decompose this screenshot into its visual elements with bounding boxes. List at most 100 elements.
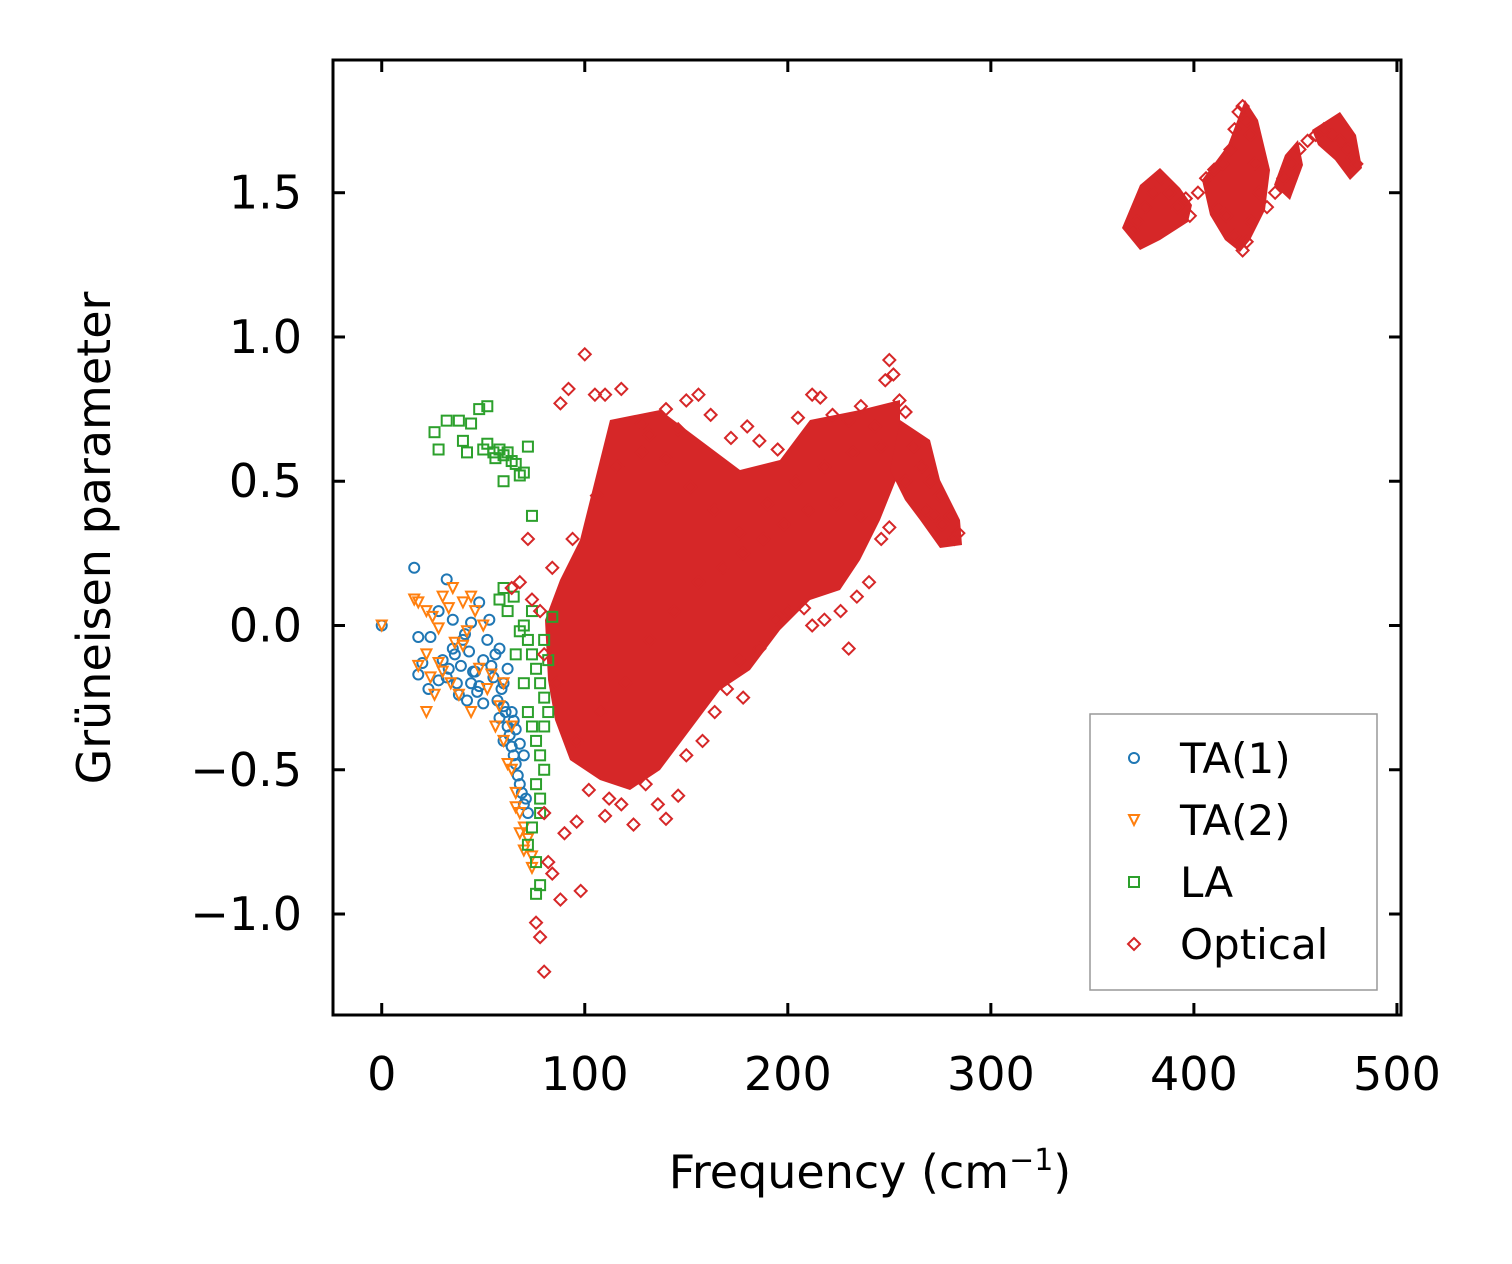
x-tick-label: 100 (541, 1047, 629, 1101)
point-optical (1227, 228, 1242, 244)
point-optical (613, 796, 629, 812)
point-optical (642, 632, 658, 648)
point-optical (735, 545, 751, 561)
point-la (509, 648, 522, 661)
point-la (542, 706, 555, 719)
point-optical (703, 407, 719, 423)
point-optical (1182, 208, 1198, 224)
point-ta-1 (481, 633, 494, 646)
point-ta-1 (446, 613, 459, 626)
x-axis-label: Frequency (cm−1) (669, 1143, 1072, 1199)
point-optical (1344, 150, 1360, 166)
point-la (461, 446, 474, 459)
point-la (534, 677, 547, 690)
point-ta-2 (436, 665, 450, 679)
point-optical (691, 574, 706, 590)
point-optical (695, 733, 710, 749)
point-optical (504, 580, 520, 596)
point-la (530, 662, 543, 675)
point-la (497, 475, 510, 488)
point-ta-2 (509, 786, 523, 801)
point-optical (867, 419, 883, 434)
point-optical (593, 704, 609, 720)
point-la (538, 763, 551, 776)
point-optical (691, 387, 706, 403)
point-ta-1 (513, 737, 526, 750)
point-la (501, 605, 514, 618)
point-la (538, 691, 551, 704)
point-optical (682, 479, 698, 495)
point-optical (707, 502, 723, 518)
x-axis-label-superscript: −1 (1009, 1143, 1053, 1178)
legend-item-ta-2: TA(2) (1127, 796, 1291, 845)
point-la (534, 807, 547, 820)
point-optical (926, 508, 942, 524)
point-ta-2 (427, 688, 442, 702)
point-ta-2 (411, 659, 425, 674)
point-ta-2 (456, 596, 470, 610)
point-ta-2 (411, 596, 425, 610)
point-optical (1137, 199, 1153, 215)
point-optical (573, 883, 589, 899)
optical-cloud-high-2 (1202, 100, 1270, 252)
point-optical (1178, 191, 1194, 206)
point-optical (833, 603, 849, 619)
point-la (517, 677, 530, 690)
point-optical (597, 387, 613, 403)
point-optical (532, 929, 548, 945)
legend-label-ta-2: TA(2) (1179, 796, 1291, 845)
legend: TA(1) TA(2) LA Optical (1089, 713, 1378, 991)
y-tick-label: 0.0 (229, 598, 302, 652)
y-tick-label: 1.5 (229, 166, 302, 220)
point-optical (587, 387, 603, 403)
point-optical (512, 574, 528, 590)
point-optical (873, 531, 889, 547)
point-optical (544, 560, 560, 576)
point-optical (532, 603, 548, 619)
point-optical (841, 641, 857, 656)
point-optical (707, 704, 723, 720)
series-ta-2 (375, 581, 539, 876)
point-optical (1243, 127, 1259, 143)
point-optical (776, 517, 792, 532)
point-optical (853, 508, 869, 524)
point-optical (569, 733, 585, 749)
point-optical (906, 439, 922, 455)
point-ta-2 (407, 593, 421, 607)
point-optical (1206, 162, 1222, 178)
point-ta-2 (452, 688, 466, 702)
point-optical (1247, 156, 1263, 172)
x-tick-label: 200 (744, 1047, 832, 1101)
x-axis-label-main: Frequency (cm (669, 1145, 1009, 1199)
point-la (530, 778, 543, 791)
point-optical (536, 646, 552, 662)
point-optical (918, 502, 934, 518)
x-tick-label: 500 (1353, 1047, 1441, 1101)
point-optical (731, 652, 747, 668)
optical-cloud-main (545, 400, 900, 790)
legend-label-la: LA (1180, 858, 1233, 907)
point-optical (678, 747, 694, 763)
point-optical (861, 574, 877, 590)
point-ta-1 (471, 685, 484, 698)
point-ta-2 (464, 590, 478, 604)
point-optical (540, 854, 556, 870)
point-ta-2 (505, 720, 519, 734)
point-optical (934, 517, 950, 532)
y-tick-label: 0.5 (229, 454, 302, 508)
point-optical (1259, 199, 1275, 215)
point-optical (1190, 185, 1206, 201)
point-ta-2 (442, 602, 456, 616)
point-ta-2 (460, 625, 474, 639)
x-tick-label: 400 (1150, 1047, 1238, 1101)
point-optical (1243, 214, 1259, 229)
point-la (521, 706, 534, 719)
point-optical (898, 404, 913, 420)
point-optical (1316, 121, 1332, 137)
point-ta-1 (416, 657, 429, 670)
point-optical (780, 603, 796, 619)
point-optical (829, 496, 844, 512)
point-optical (881, 519, 897, 535)
point-ta-2 (513, 807, 527, 821)
